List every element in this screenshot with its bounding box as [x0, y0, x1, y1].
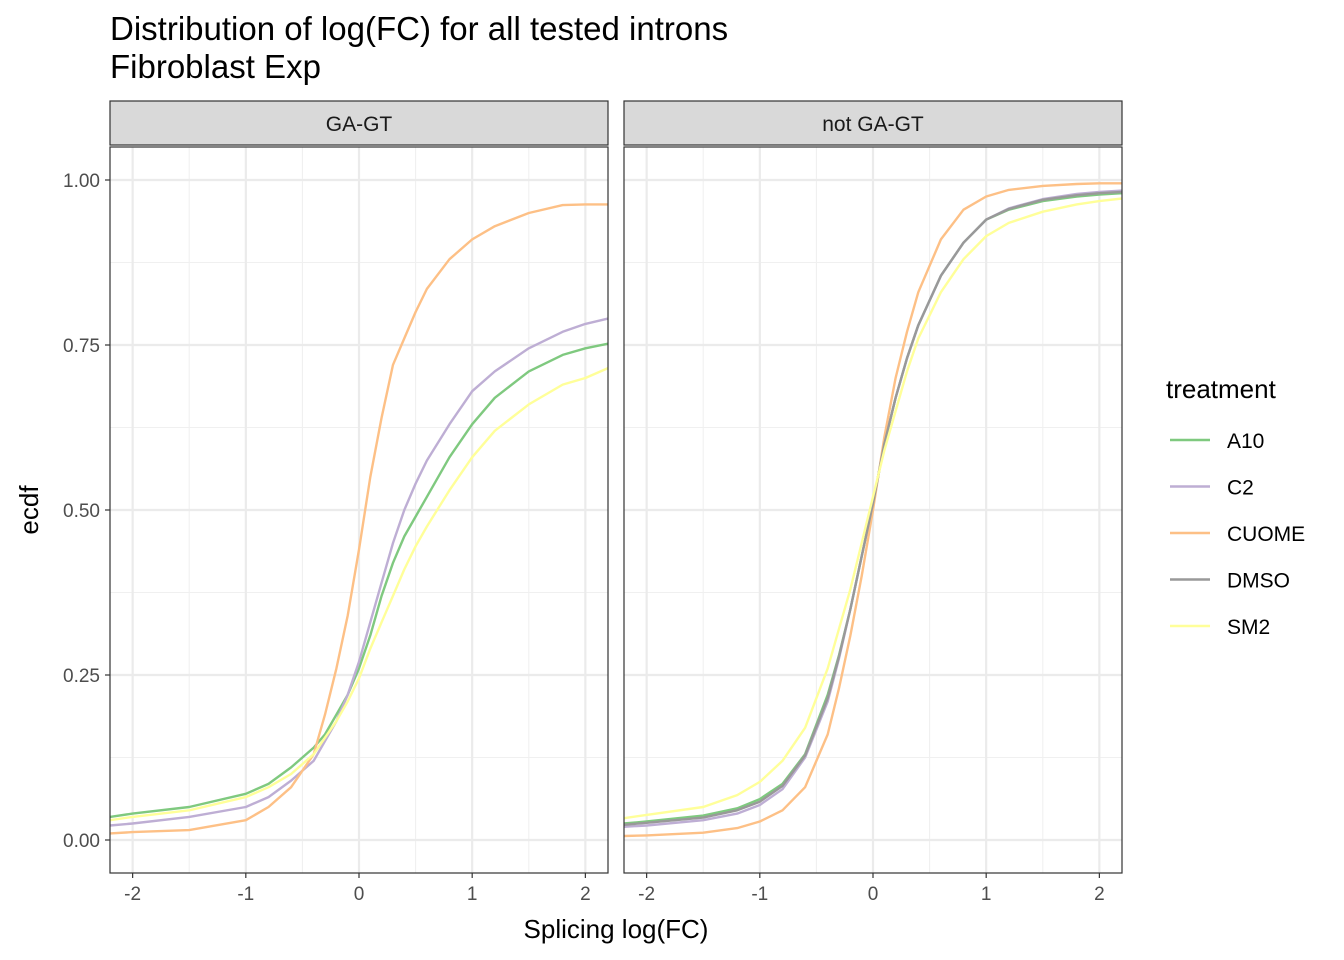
series-line-sm2	[623, 197, 1123, 820]
legend-label-dmso: DMSO	[1227, 570, 1290, 593]
legend-label-a10: A10	[1227, 430, 1264, 453]
legend-label-sm2: SM2	[1227, 616, 1270, 639]
legend-item-dmso: DMSO	[1170, 570, 1290, 593]
legend-label-cuome: CUOME	[1227, 523, 1305, 546]
facet-ga-gt: GA-GT	[109, 100, 609, 874]
legend-item-a10: A10	[1170, 430, 1264, 453]
series-line-sm2	[109, 367, 609, 822]
panel-grid-not-ga-gt	[624, 147, 1122, 873]
legend-label-c2: C2	[1227, 477, 1254, 500]
facet-strip-ga-gt	[109, 100, 609, 146]
series-line-cuome	[109, 203, 608, 835]
y-tick-label: 0.25	[63, 666, 100, 687]
x-tick-label: -1	[237, 884, 254, 905]
series-line-c2	[109, 317, 609, 827]
chart-subtitle: Fibroblast Exp	[110, 48, 321, 85]
x-tick-label: 2	[1094, 884, 1105, 905]
facet-label-ga-gt: GA-GT	[326, 113, 393, 136]
x-tick-label: 2	[580, 884, 591, 905]
panel-lines-not-ga-gt	[623, 182, 1123, 838]
x-tick-label: 0	[354, 884, 365, 905]
x-tick-label: 1	[467, 884, 478, 905]
x-tick-label: -2	[638, 884, 655, 905]
panel-lines-ga-gt	[109, 203, 609, 835]
y-tick-label: 1.00	[63, 171, 100, 192]
x-axis-not-ga-gt: -2 -1 0 1 2	[638, 873, 1105, 905]
y-tick-label: 0.50	[63, 501, 100, 522]
x-axis-title: Splicing log(FC)	[524, 914, 709, 944]
panel-grid-ga-gt	[110, 147, 608, 873]
y-tick-label: 0.75	[63, 336, 100, 357]
x-axis-ga-gt: -2 -1 0 1 2	[124, 873, 591, 905]
y-axis: 0.00 0.25 0.50 0.75 1.00	[63, 171, 110, 852]
legend-item-cuome: CUOME	[1170, 523, 1305, 546]
x-tick-label: -1	[751, 884, 768, 905]
x-tick-label: 1	[981, 884, 992, 905]
series-line-a10	[109, 342, 609, 819]
x-tick-label: 0	[868, 884, 879, 905]
y-tick-label: 0.00	[63, 831, 100, 852]
y-axis-title: ecdf	[14, 485, 44, 535]
legend-item-sm2: SM2	[1170, 616, 1270, 639]
x-tick-label: -2	[124, 884, 141, 905]
facet-strip-not-ga-gt	[623, 100, 1123, 146]
facet-not-ga-gt: not GA-GT	[623, 100, 1123, 874]
facet-label-not-ga-gt: not GA-GT	[822, 113, 924, 136]
chart-title: Distribution of log(FC) for all tested i…	[110, 10, 728, 47]
legend-item-c2: C2	[1170, 477, 1254, 500]
legend-title: treatment	[1166, 374, 1277, 404]
legend: treatment A10 C2 CUOME DMSO SM2	[1166, 374, 1305, 639]
